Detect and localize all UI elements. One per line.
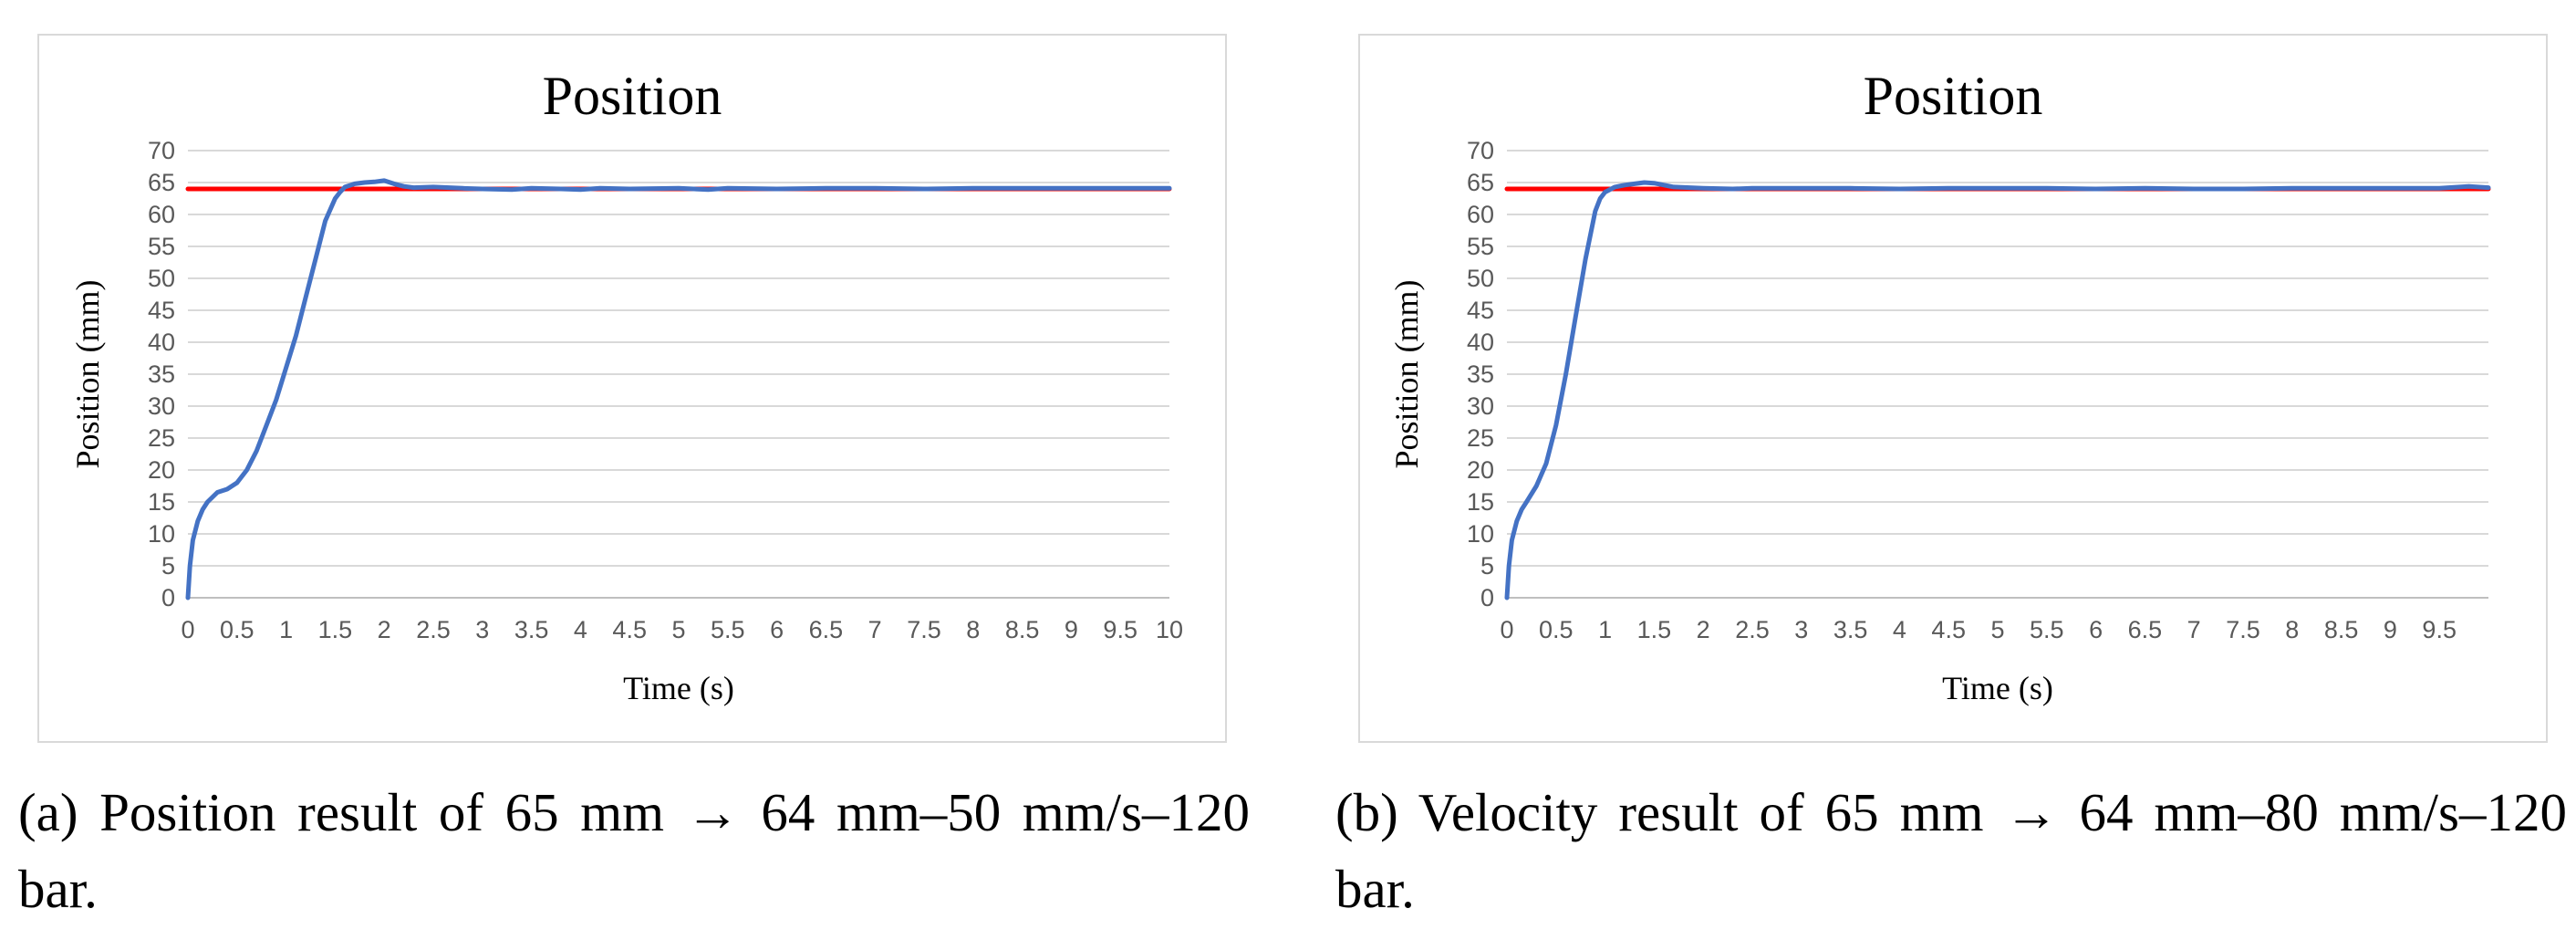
x-tick-label: 5 (671, 616, 685, 643)
y-tick-label: 15 (148, 488, 175, 516)
x-tick-label: 1.5 (318, 616, 353, 643)
x-tick-label: 2 (1697, 616, 1710, 643)
y-tick-label: 70 (1467, 137, 1494, 164)
y-tick-label: 50 (1467, 265, 1494, 292)
chart-frame (37, 34, 1227, 743)
y-tick-label: 30 (1467, 392, 1494, 420)
y-axis-label: Position (mm) (69, 279, 106, 468)
x-tick-label: 3.5 (1833, 616, 1868, 643)
panel-a: Position 0 5 10 15 20 25 30 35 40 45 50 55 60 65 70 0 0.5… (18, 34, 1250, 919)
x-tick-label: 9.5 (2422, 616, 2457, 643)
y-tick-label: 45 (1467, 297, 1494, 324)
y-tick-label: 15 (1467, 488, 1494, 516)
x-tick-label: 0 (181, 616, 194, 643)
x-tick-label: 4 (574, 616, 587, 643)
chart-title: Position (1864, 66, 2043, 126)
x-tick-label: 2.5 (416, 616, 451, 643)
x-tick-label: 6 (770, 616, 784, 643)
x-tick-label: 0.5 (220, 616, 254, 643)
y-tick-label: 60 (1467, 201, 1494, 228)
y-tick-label: 25 (1467, 424, 1494, 452)
y-tick-label: 25 (148, 424, 175, 452)
x-tick-label: 8 (966, 616, 980, 643)
caption-a: (a) Position result of 65 mm → 64 mm–50 … (18, 782, 1250, 919)
chart-title: Position (543, 66, 722, 126)
y-tick-label: 50 (148, 265, 175, 292)
y-tick-label: 5 (161, 552, 175, 580)
x-tick-label: 6.5 (2128, 616, 2163, 643)
x-tick-label: 2.5 (1735, 616, 1770, 643)
y-tick-label: 0 (161, 584, 175, 611)
x-tick-label: 2 (378, 616, 391, 643)
chart-frame (1358, 34, 2548, 743)
y-tick-label: 5 (1480, 552, 1494, 580)
x-tick-label: 9.5 (1103, 616, 1137, 643)
position-series-line (1504, 180, 2491, 601)
x-tick-label: 6 (2089, 616, 2103, 643)
caption-b: (b) Velocity result of 65 mm → 64 mm–80 … (1335, 782, 2567, 919)
x-tick-label: 0 (1500, 616, 1513, 643)
y-tick-label: 45 (148, 297, 175, 324)
x-tick-label: 1 (1598, 616, 1612, 643)
panel-b: Position 0 5 10 15 20 25 30 35 40 45 50 55 60 65 70 0 0.5… (1321, 0, 2576, 940)
x-tick-label: 8 (2285, 616, 2299, 643)
x-tick-label: 7 (868, 616, 882, 643)
y-tick-label: 20 (148, 456, 175, 484)
x-tick-label: 5.5 (711, 616, 745, 643)
x-tick-label: 10 (1156, 616, 1183, 643)
x-tick-label: 3 (1794, 616, 1808, 643)
x-tick-label: 0.5 (1539, 616, 1574, 643)
x-tick-label: 1 (279, 616, 293, 643)
x-axis-label: Time (s) (1942, 670, 2053, 706)
x-tick-label: 7.5 (2226, 616, 2260, 643)
x-tick-label: 4 (1893, 616, 1906, 643)
x-tick-label: 3.5 (514, 616, 549, 643)
x-tick-label: 7.5 (907, 616, 941, 643)
y-tick-label: 70 (148, 137, 175, 164)
y-tick-label: 10 (1467, 520, 1494, 548)
y-tick-label: 65 (1467, 169, 1494, 196)
x-tick-label: 9 (1065, 616, 1078, 643)
y-tick-label: 55 (1467, 233, 1494, 260)
x-tick-label: 4.5 (1931, 616, 1966, 643)
position-series-line (185, 178, 1172, 601)
x-tick-label: 7 (2187, 616, 2201, 643)
y-tick-label: 35 (1467, 360, 1494, 388)
x-axis-label: Time (s) (623, 670, 734, 706)
x-tick-label: 5 (1990, 616, 2004, 643)
y-tick-label: 55 (148, 233, 175, 260)
x-tick-label: 9 (2384, 616, 2397, 643)
y-tick-label: 65 (148, 169, 175, 196)
x-tick-label: 6.5 (809, 616, 844, 643)
x-tick-label: 8.5 (1005, 616, 1040, 643)
y-tick-label: 40 (148, 329, 175, 356)
y-tick-label: 35 (148, 360, 175, 388)
x-tick-label: 3 (475, 616, 489, 643)
y-tick-label: 30 (148, 392, 175, 420)
y-tick-label: 40 (1467, 329, 1494, 356)
y-tick-label: 60 (148, 201, 175, 228)
y-tick-label: 10 (148, 520, 175, 548)
x-tick-label: 4.5 (612, 616, 647, 643)
y-tick-label: 20 (1467, 456, 1494, 484)
x-tick-label: 5.5 (2030, 616, 2064, 643)
y-axis-label: Position (mm) (1388, 279, 1425, 468)
x-tick-label: 8.5 (2324, 616, 2359, 643)
x-tick-label: 1.5 (1637, 616, 1672, 643)
y-tick-label: 0 (1480, 584, 1494, 611)
